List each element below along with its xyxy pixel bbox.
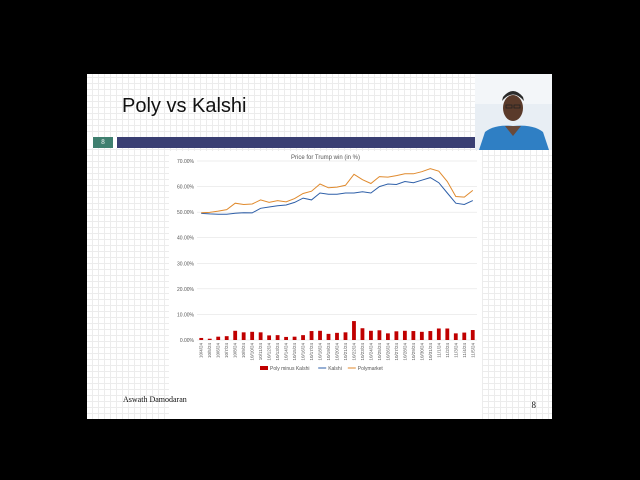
legend-entry: Poly minus Kalshi — [270, 366, 309, 372]
y-tick-label: 20.00% — [177, 287, 195, 293]
bar-poly-minus-kalshi — [207, 338, 212, 340]
x-tick-label: 10/13/24 — [275, 343, 280, 361]
bar-poly-minus-kalshi — [402, 330, 407, 340]
y-tick-label: 40.00% — [177, 236, 195, 242]
slide-title: Poly vs Kalshi — [122, 95, 247, 117]
bar-poly-minus-kalshi — [216, 336, 221, 340]
x-tick-label: 10/20/24 — [335, 343, 340, 361]
x-tick-label: 10/19/24 — [326, 343, 331, 361]
bar-poly-minus-kalshi — [386, 333, 390, 340]
bar-poly-minus-kalshi — [462, 332, 467, 340]
chart-background — [169, 151, 482, 419]
bar-poly-minus-kalshi — [326, 333, 331, 340]
x-tick-label: 10/22/24 — [351, 343, 356, 361]
bar-poly-minus-kalshi — [241, 332, 246, 340]
x-tick-label: 10/18/24 — [318, 343, 323, 361]
presenter-figure — [475, 74, 552, 150]
x-tick-label: 10/17/24 — [309, 343, 314, 361]
bar-poly-minus-kalshi — [258, 332, 263, 340]
bar-poly-minus-kalshi — [275, 335, 280, 340]
bar-poly-minus-kalshi — [335, 332, 339, 340]
y-tick-label: 30.00% — [177, 261, 195, 267]
y-tick-label: 0.00% — [180, 338, 195, 344]
bar-poly-minus-kalshi — [199, 337, 204, 340]
x-tick-label: 10/25/24 — [377, 343, 382, 361]
bar-poly-minus-kalshi — [470, 330, 475, 340]
bar-poly-minus-kalshi — [267, 335, 272, 340]
bar-poly-minus-kalshi — [343, 332, 348, 340]
x-tick-label: 10/31/24 — [428, 343, 433, 361]
chart-container: Price for Trump win (in %) 0.00% 10.00% 20.… — [169, 151, 482, 419]
chart-title: Price for Trump win (in %) — [291, 155, 360, 161]
x-tick-label: 10/6/24 — [216, 343, 221, 359]
legend-entry: Polymarket — [358, 366, 384, 372]
line-polymarket — [201, 168, 474, 214]
x-tick-label: 10/4/24 — [199, 343, 204, 359]
legend-swatch — [260, 366, 268, 370]
x-tick-label: 10/27/24 — [394, 343, 399, 361]
y-tick-label: 60.00% — [177, 185, 195, 191]
x-tick-label: 10/29/24 — [411, 343, 416, 361]
page-number: 8 — [531, 400, 537, 410]
bar-poly-minus-kalshi — [436, 328, 441, 340]
x-tick-label: 10/28/24 — [402, 343, 407, 361]
x-tick-label: 11/4/24 — [462, 343, 467, 358]
bar-poly-minus-kalshi — [318, 330, 322, 340]
x-tick-label: 11/3/24 — [453, 343, 458, 358]
y-tick-label: 10.00% — [177, 312, 195, 318]
slide-number-box: 8 — [93, 137, 113, 148]
footer-author: Aswath Damodaran — [123, 395, 187, 404]
x-tick-label: 10/16/24 — [301, 343, 306, 361]
y-tick-label: 50.00% — [177, 210, 195, 216]
bar-poly-minus-kalshi — [292, 336, 297, 340]
x-tick-label: 10/10/24 — [250, 343, 255, 361]
bar-poly-minus-kalshi — [309, 331, 314, 340]
bar-poly-minus-kalshi — [301, 335, 305, 340]
slide: Poly vs Kalshi 8 Price for Trump win (in… — [87, 74, 552, 419]
bar-poly-minus-kalshi — [411, 331, 416, 340]
bar-poly-minus-kalshi — [394, 331, 399, 340]
accent-bar — [117, 137, 552, 148]
x-tick-label: 11/2/24 — [445, 343, 450, 358]
bar-poly-minus-kalshi — [445, 328, 450, 340]
x-tick-label: 10/21/24 — [343, 343, 348, 361]
x-tick-label: 10/7/24 — [224, 343, 229, 359]
x-tick-label: 11/1/24 — [436, 343, 441, 358]
title-rule: 8 — [87, 137, 552, 148]
price-chart: Price for Trump win (in %) 0.00% 10.00% 20.… — [169, 151, 482, 419]
bar-poly-minus-kalshi — [377, 330, 382, 340]
x-tick-label: 10/8/24 — [233, 343, 238, 359]
bar-poly-minus-kalshi — [369, 330, 373, 340]
bar-poly-minus-kalshi — [428, 331, 433, 340]
x-tick-label: 10/24/24 — [368, 343, 373, 361]
x-tick-label: 11/5/24 — [470, 343, 475, 358]
x-tick-label: 10/26/24 — [385, 343, 390, 361]
x-tick-label: 10/15/24 — [292, 343, 297, 361]
bar-poly-minus-kalshi — [352, 321, 356, 340]
x-tick-label: 10/12/24 — [267, 343, 272, 361]
x-tick-label: 10/14/24 — [284, 343, 289, 361]
bar-poly-minus-kalshi — [284, 336, 288, 340]
bar-poly-minus-kalshi — [419, 331, 424, 340]
bar-poly-minus-kalshi — [250, 331, 255, 340]
bar-poly-minus-kalshi — [224, 336, 229, 340]
bar-poly-minus-kalshi — [453, 333, 458, 340]
bar-poly-minus-kalshi — [360, 328, 365, 340]
bar-poly-minus-kalshi — [233, 330, 238, 340]
presenter-video-icon — [475, 74, 552, 150]
x-tick-label: 10/30/24 — [419, 343, 424, 361]
x-tick-label: 10/9/24 — [241, 343, 246, 359]
x-tick-label: 10/23/24 — [360, 343, 365, 361]
x-tick-label: 10/11/24 — [258, 343, 263, 361]
legend-entry: Kalshi — [328, 366, 342, 372]
y-tick-label: 70.00% — [177, 159, 195, 165]
x-tick-label: 10/5/24 — [207, 343, 212, 359]
line-kalshi — [201, 177, 474, 215]
